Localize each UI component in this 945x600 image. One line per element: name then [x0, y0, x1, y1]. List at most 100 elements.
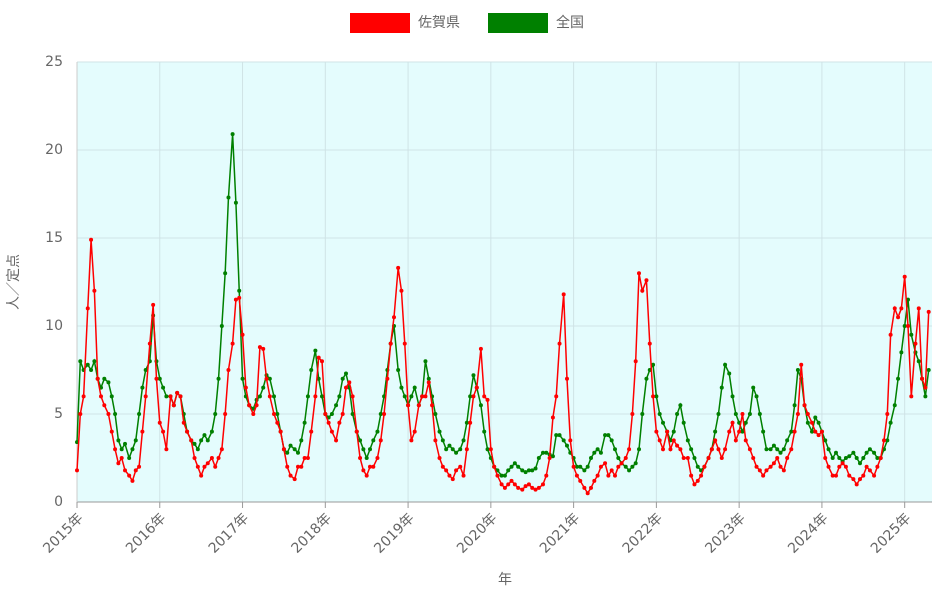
data-point — [781, 447, 786, 452]
data-point — [633, 461, 638, 466]
data-point — [406, 403, 411, 408]
data-point — [561, 292, 566, 297]
data-point — [737, 429, 742, 434]
data-point — [454, 450, 459, 455]
data-point — [568, 438, 573, 443]
legend-swatch — [488, 13, 548, 33]
data-point — [461, 438, 466, 443]
x-tick-label: 2019年 — [371, 510, 417, 556]
data-point — [468, 394, 473, 399]
data-point — [771, 461, 776, 466]
data-point — [130, 447, 135, 452]
data-point — [512, 461, 517, 466]
data-point — [647, 341, 652, 346]
data-point — [816, 433, 821, 438]
data-point — [778, 450, 783, 455]
data-point — [606, 433, 611, 438]
data-point — [623, 456, 628, 460]
data-point — [588, 456, 593, 460]
data-point — [368, 447, 373, 452]
data-point — [619, 461, 624, 466]
data-point — [420, 394, 425, 399]
data-point — [130, 478, 135, 483]
data-point — [761, 429, 766, 434]
data-point — [775, 456, 780, 460]
data-point — [730, 420, 735, 425]
data-point — [651, 394, 656, 399]
data-point — [795, 412, 800, 416]
data-point — [813, 429, 818, 434]
data-point — [536, 485, 541, 490]
data-point — [923, 394, 928, 399]
data-point — [778, 464, 783, 469]
data-point — [823, 456, 828, 460]
data-point — [385, 376, 390, 381]
data-point — [689, 473, 694, 478]
data-point — [257, 394, 262, 399]
data-point — [192, 456, 197, 460]
data-point — [675, 412, 680, 416]
data-point — [516, 485, 521, 490]
data-point — [754, 464, 759, 469]
data-point — [209, 456, 214, 460]
data-point — [275, 412, 280, 416]
data-point — [102, 403, 107, 408]
data-point — [368, 464, 373, 469]
data-point — [530, 468, 535, 473]
data-point — [257, 345, 262, 350]
data-point — [181, 420, 186, 425]
data-point — [175, 390, 180, 395]
data-point — [199, 473, 204, 478]
data-point — [830, 473, 835, 478]
data-point — [447, 443, 452, 448]
data-point — [840, 461, 845, 466]
data-point — [723, 362, 728, 367]
data-point — [113, 412, 118, 416]
x-tick-label: 2016年 — [123, 510, 169, 556]
data-point — [857, 461, 862, 466]
data-point — [926, 309, 931, 314]
data-point — [223, 271, 228, 276]
data-point — [564, 443, 569, 448]
data-point — [189, 438, 194, 443]
data-point — [119, 456, 124, 460]
data-point — [450, 477, 455, 482]
data-point — [285, 464, 290, 469]
data-point — [526, 468, 531, 473]
data-point — [230, 341, 235, 346]
data-point — [598, 464, 603, 469]
data-point — [219, 324, 224, 328]
data-point — [851, 450, 856, 455]
data-point — [151, 302, 156, 307]
data-point — [592, 450, 597, 455]
data-point — [699, 473, 704, 478]
data-point — [426, 380, 431, 385]
data-point — [554, 394, 559, 399]
data-point — [168, 394, 173, 399]
data-point — [437, 456, 442, 460]
data-point — [85, 306, 90, 311]
data-point — [875, 456, 880, 460]
data-point — [471, 394, 476, 399]
data-point — [733, 412, 738, 416]
data-point — [488, 447, 493, 452]
data-point — [195, 447, 200, 452]
data-point — [636, 271, 641, 276]
data-point — [665, 429, 670, 434]
data-point — [99, 394, 104, 399]
data-point — [409, 438, 414, 443]
data-point — [267, 376, 272, 381]
data-point — [454, 468, 459, 473]
data-point — [295, 464, 300, 469]
data-point — [123, 441, 128, 446]
x-tick-label: 2023年 — [702, 510, 748, 556]
data-point — [857, 477, 862, 482]
data-point — [343, 385, 348, 390]
data-point — [536, 456, 541, 460]
data-point — [288, 473, 293, 478]
data-point — [550, 415, 555, 420]
data-point — [199, 438, 204, 443]
data-point — [768, 464, 773, 469]
data-point — [809, 420, 814, 425]
data-point — [789, 447, 794, 452]
